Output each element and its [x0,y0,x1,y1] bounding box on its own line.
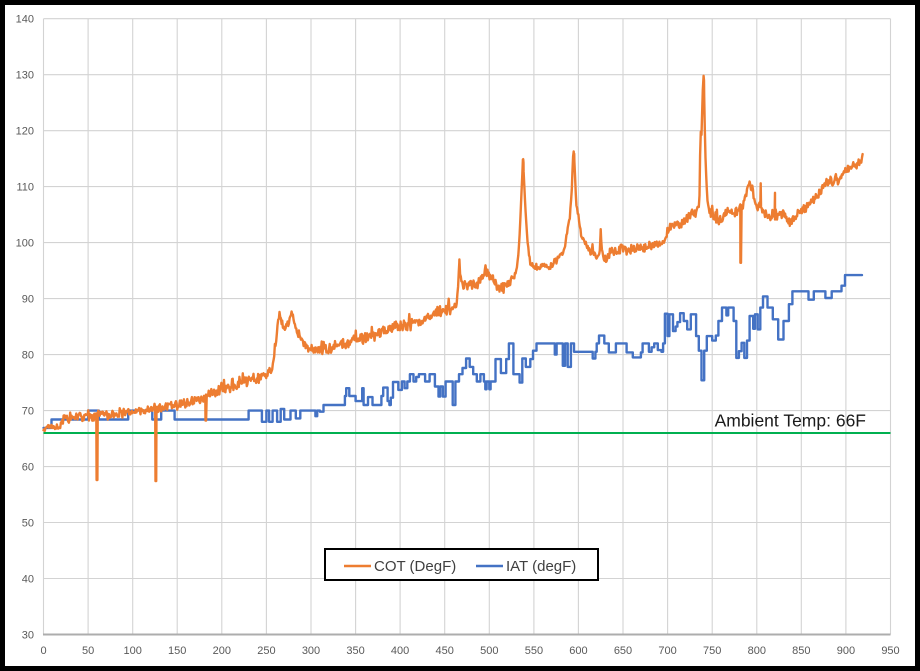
svg-text:950: 950 [881,645,899,657]
svg-text:COT (DegF): COT (DegF) [374,558,456,575]
svg-text:250: 250 [257,645,275,657]
svg-text:350: 350 [346,645,364,657]
svg-text:90: 90 [22,294,34,306]
svg-text:550: 550 [525,645,543,657]
svg-text:850: 850 [792,645,810,657]
svg-text:300: 300 [302,645,320,657]
svg-text:110: 110 [16,182,34,194]
svg-text:50: 50 [22,518,34,530]
svg-text:40: 40 [22,574,34,586]
svg-text:Ambient Temp: 66F: Ambient Temp: 66F [715,411,866,431]
svg-text:200: 200 [213,645,231,657]
svg-text:400: 400 [391,645,409,657]
svg-text:100: 100 [124,645,142,657]
svg-text:130: 130 [16,70,34,82]
svg-text:30: 30 [22,630,34,642]
svg-text:450: 450 [436,645,454,657]
svg-text:120: 120 [16,126,34,138]
svg-text:0: 0 [40,645,46,657]
svg-text:50: 50 [82,645,94,657]
svg-text:100: 100 [16,238,34,250]
svg-text:900: 900 [837,645,855,657]
svg-text:700: 700 [658,645,676,657]
svg-text:80: 80 [22,350,34,362]
svg-text:70: 70 [22,406,34,418]
svg-text:600: 600 [569,645,587,657]
svg-text:750: 750 [703,645,721,657]
svg-text:60: 60 [22,462,34,474]
svg-text:150: 150 [168,645,186,657]
svg-text:500: 500 [480,645,498,657]
svg-text:650: 650 [614,645,632,657]
svg-text:IAT (degF): IAT (degF) [506,558,576,575]
svg-text:800: 800 [748,645,766,657]
svg-text:140: 140 [16,14,34,26]
